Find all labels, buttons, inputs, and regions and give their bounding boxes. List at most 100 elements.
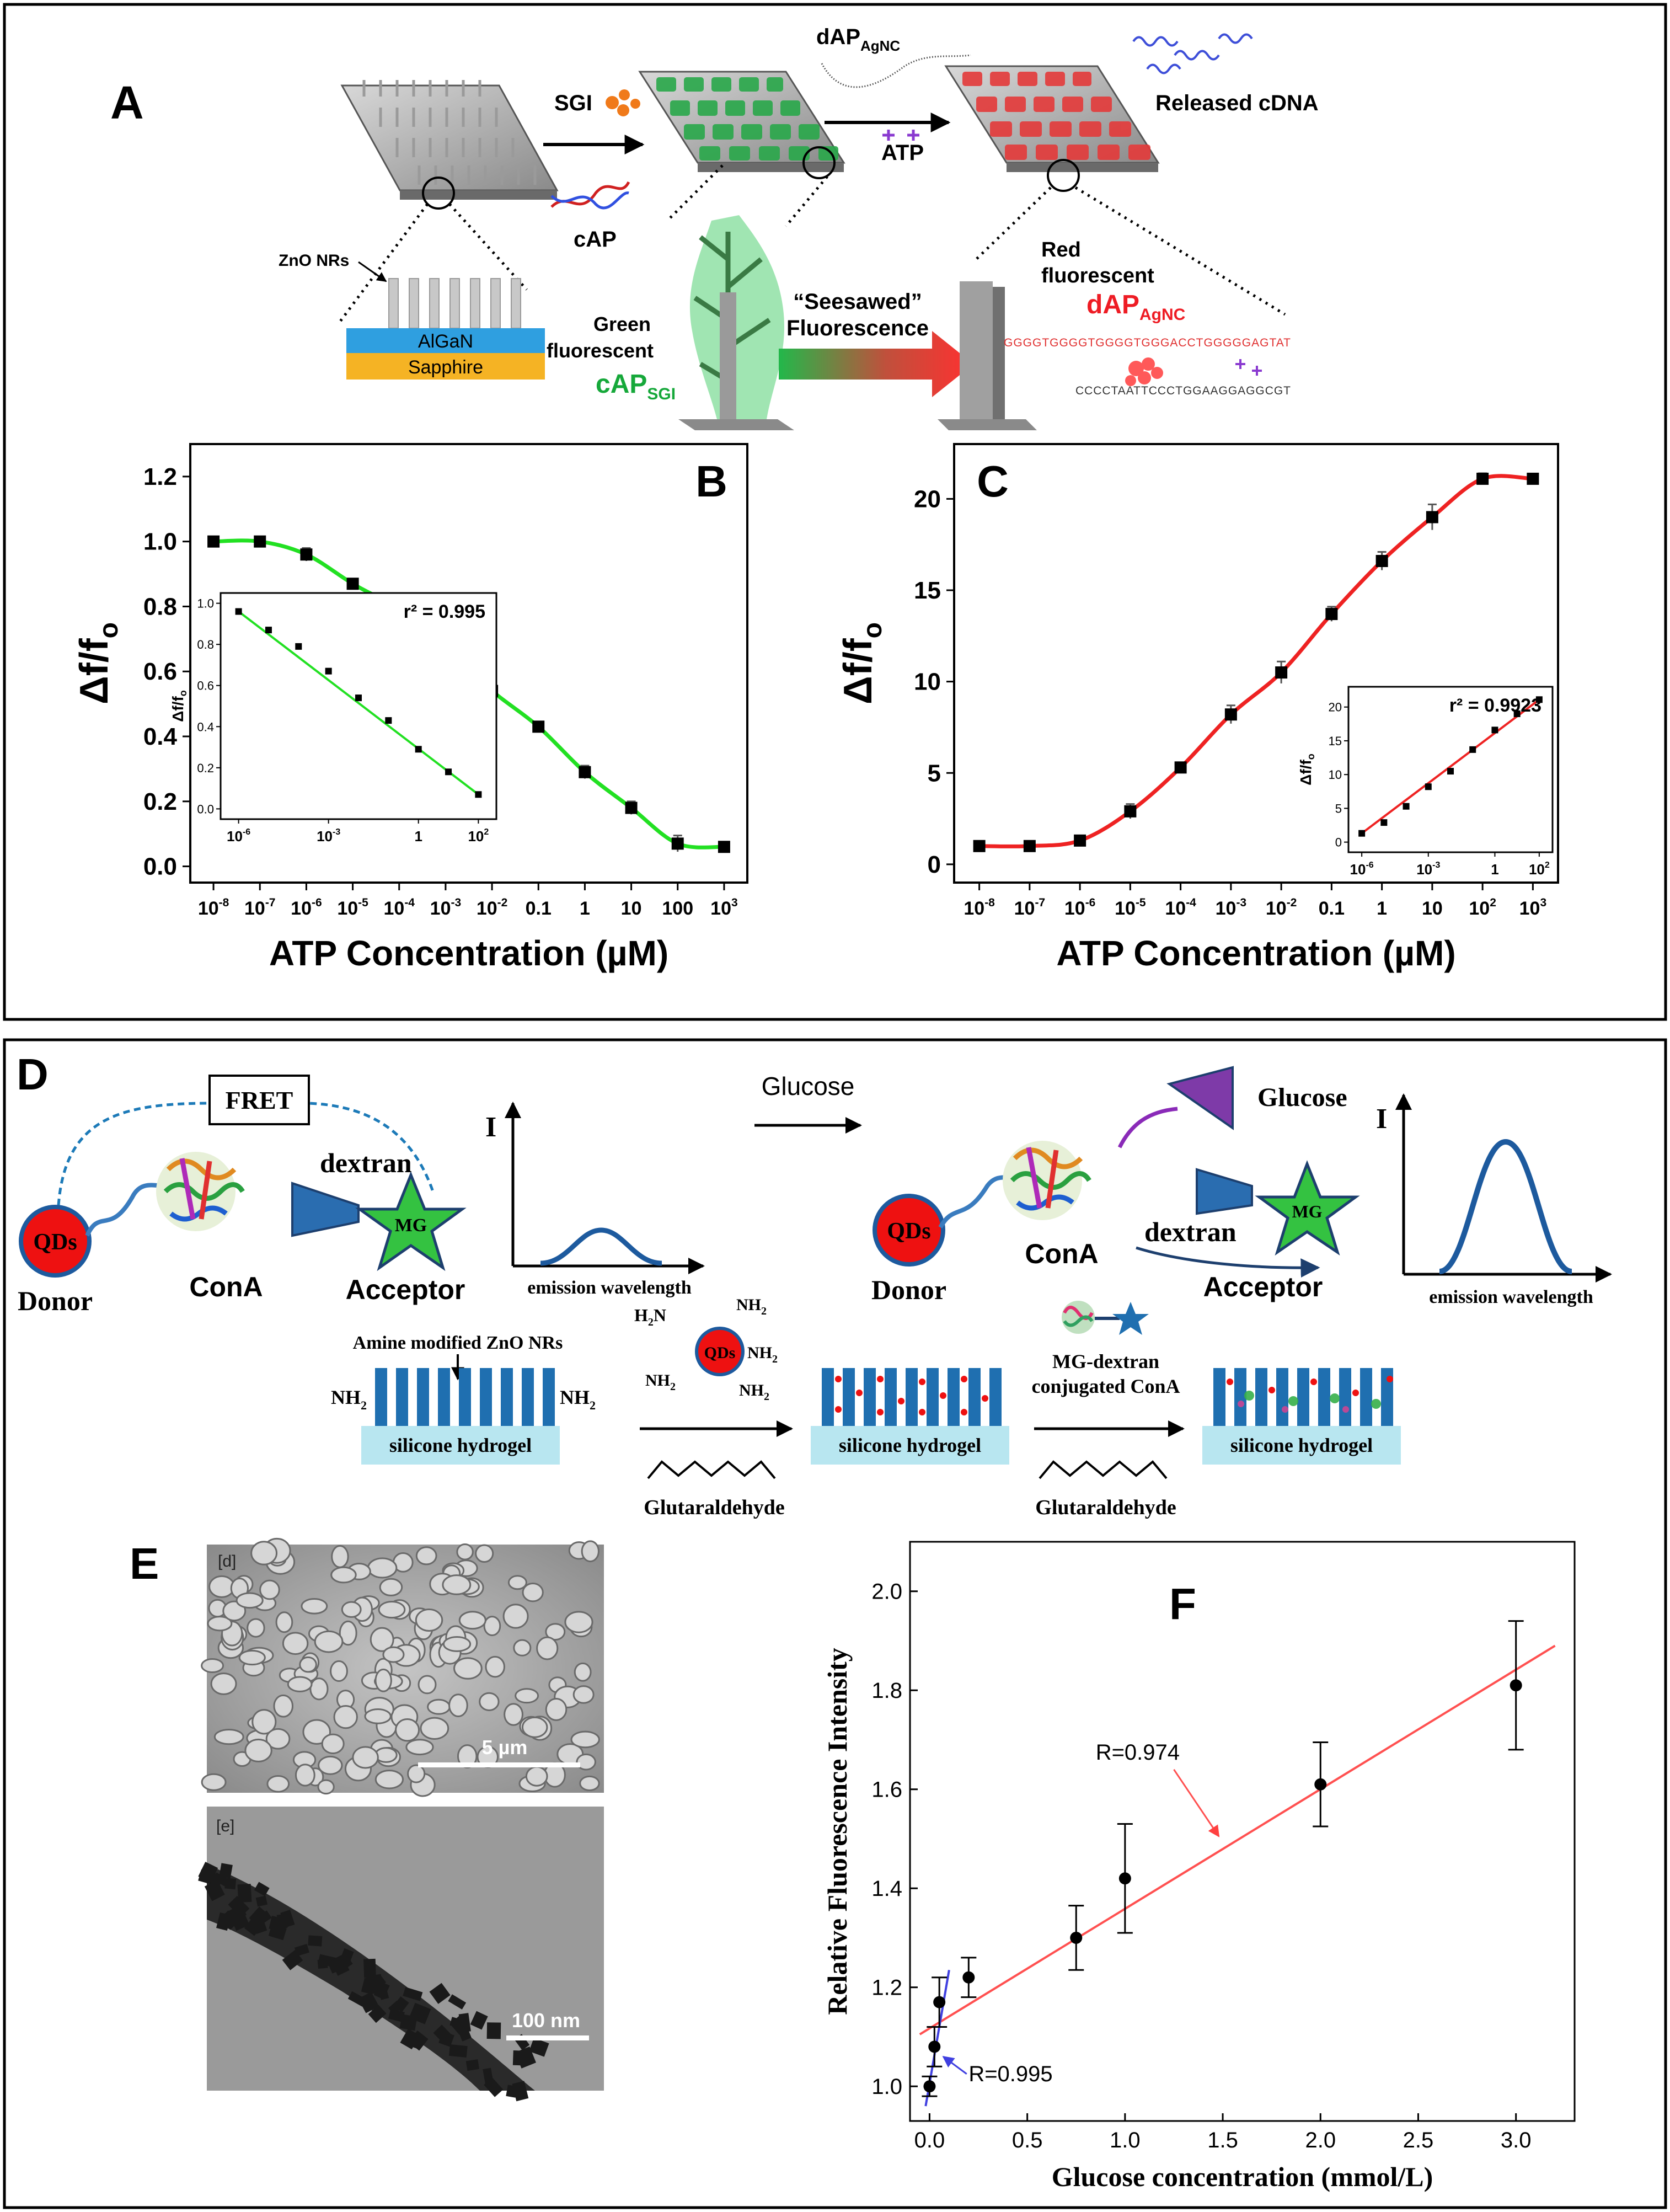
tem-grain bbox=[515, 2046, 536, 2069]
sem-grain bbox=[483, 1616, 501, 1637]
tem-grain bbox=[294, 1943, 310, 1957]
inset-data-point bbox=[1535, 696, 1543, 703]
y-tick-label: 1.0 bbox=[143, 528, 177, 555]
qds-donor-icon bbox=[19, 1205, 92, 1278]
x-tick-label: 10-7 bbox=[244, 896, 276, 919]
x-axis-label: Glucose concentration (mmol/L) bbox=[1052, 2161, 1433, 2192]
data-point bbox=[300, 548, 313, 561]
sem-grain bbox=[456, 1543, 474, 1561]
panel-label-f: F bbox=[1169, 1579, 1196, 1628]
intensity-axis-label: I bbox=[1376, 1103, 1387, 1135]
sem-grain bbox=[330, 1660, 348, 1682]
h2n-label: H2N bbox=[634, 1305, 666, 1328]
data-point bbox=[254, 535, 266, 548]
data-point bbox=[1476, 472, 1489, 485]
inset-data-point bbox=[355, 694, 362, 702]
tem-grain bbox=[219, 1863, 233, 1879]
sem-grain bbox=[572, 1685, 595, 1704]
x-tick-label: 10-2 bbox=[1266, 896, 1297, 919]
x-tick-label: 103 bbox=[1519, 896, 1547, 919]
sem-grain bbox=[522, 1583, 544, 1602]
acceptor-label: Acceptor bbox=[1203, 1271, 1323, 1302]
tem-grain bbox=[484, 2077, 504, 2097]
dna-sequence-top: GGGGTGGGGTGGGGTGGGACCTGGGGGAGTAT bbox=[1004, 336, 1291, 349]
tem-grain bbox=[249, 1906, 270, 1928]
sem-grain bbox=[302, 1719, 331, 1745]
seesaw-gradient-arrow bbox=[779, 331, 973, 397]
x-tick-label: 0.5 bbox=[1012, 2128, 1043, 2152]
inset-x-tick-label: 102 bbox=[1529, 861, 1550, 878]
sem-grain bbox=[515, 1688, 539, 1704]
inset-data-point bbox=[295, 643, 302, 650]
cona-label: ConA bbox=[1025, 1238, 1098, 1269]
inset-x-tick-label: 10-6 bbox=[227, 827, 250, 845]
qds-label: QDs bbox=[887, 1219, 930, 1244]
data-point bbox=[923, 2080, 936, 2093]
x-tick-label: 103 bbox=[710, 896, 738, 919]
plate-bare-nanorods bbox=[340, 80, 559, 210]
sem-grain bbox=[564, 1611, 593, 1633]
sem-grain bbox=[407, 1764, 426, 1783]
x-tick-label: 0.0 bbox=[914, 2128, 945, 2152]
tem-scale-bar bbox=[506, 2035, 589, 2040]
sem-grain bbox=[331, 1545, 349, 1568]
sem-grain bbox=[536, 1636, 559, 1660]
cap-sgi-label: cAPSGI bbox=[596, 370, 676, 403]
amine-qd-icon bbox=[695, 1327, 745, 1376]
tem-grain bbox=[512, 2081, 529, 2102]
tem-grain bbox=[429, 1983, 451, 2004]
frame-top bbox=[3, 3, 1667, 1021]
sgi-dots-icon bbox=[606, 89, 640, 116]
glutaraldehyde-label-1: Glutaraldehyde bbox=[644, 1496, 784, 1519]
tem-grain bbox=[470, 2011, 488, 2030]
tem-grain bbox=[237, 1884, 252, 1903]
fit-annotation-arrow bbox=[1173, 1768, 1220, 1837]
atp-bound-icon bbox=[1235, 359, 1262, 376]
sem-scale-label: 5 µm bbox=[482, 1736, 528, 1759]
sem-grain bbox=[415, 1609, 443, 1632]
sem-grain bbox=[507, 1575, 527, 1590]
dextran-label: dextran bbox=[1144, 1216, 1237, 1247]
inset-x-tick-label: 10-3 bbox=[317, 827, 340, 845]
sem-grain bbox=[309, 1677, 329, 1701]
x-tick-label: 10-8 bbox=[964, 896, 995, 919]
red-fluorescent-label-2: fluorescent bbox=[1041, 264, 1154, 287]
inset-frame bbox=[220, 592, 497, 820]
sem-grain bbox=[415, 1546, 437, 1566]
sem-grain bbox=[259, 1579, 280, 1600]
y-tick-label: 5 bbox=[928, 760, 941, 787]
tem-grain bbox=[455, 2021, 472, 2042]
glutaraldehyde-label-2: Glutaraldehyde bbox=[1035, 1496, 1176, 1519]
sem-grain bbox=[367, 1557, 398, 1579]
nh2-qd-bottom-right: NH2 bbox=[739, 1381, 769, 1403]
data-point bbox=[346, 578, 359, 590]
inset-data-point bbox=[1491, 726, 1498, 734]
sem-grain bbox=[282, 1632, 309, 1655]
green-fluorescent-label-2: fluorescent bbox=[547, 339, 654, 362]
sem-grain bbox=[238, 1649, 266, 1666]
inset-data-point bbox=[445, 768, 452, 776]
inset-y-tick-label: 0.4 bbox=[197, 720, 214, 734]
sem-grain bbox=[250, 1541, 278, 1566]
data-point bbox=[973, 840, 986, 852]
inset-y-tick-label: 0.8 bbox=[197, 638, 214, 651]
sem-grain bbox=[275, 1611, 293, 1633]
cona-protein-icon bbox=[1003, 1141, 1091, 1220]
micrographs-e: E [d] 5 µm [e] 100 nm bbox=[130, 1537, 604, 2102]
qds-label: QDs bbox=[704, 1344, 736, 1362]
algan-label: AlGaN bbox=[418, 331, 473, 352]
x-tick-label: 10-6 bbox=[1064, 896, 1096, 919]
y-axis-label: Relative Fluorescence Intensity bbox=[822, 1648, 853, 2015]
atp-molecules-icon bbox=[882, 130, 919, 141]
sem-grain bbox=[318, 1755, 343, 1775]
data-point bbox=[1124, 805, 1137, 818]
dextran-chain bbox=[1136, 1246, 1320, 1278]
amine-modified-label: Amine modified ZnO NRs bbox=[353, 1333, 563, 1353]
tem-grain bbox=[448, 1994, 467, 2010]
inset-x-tick-label: 1 bbox=[1491, 861, 1498, 878]
inset-annotation: r² = 0.995 bbox=[404, 601, 485, 622]
mg-star-icon bbox=[1255, 1160, 1360, 1256]
x-tick-label: 1 bbox=[580, 898, 590, 919]
released-cdna-label: Released cDNA bbox=[1155, 91, 1319, 115]
